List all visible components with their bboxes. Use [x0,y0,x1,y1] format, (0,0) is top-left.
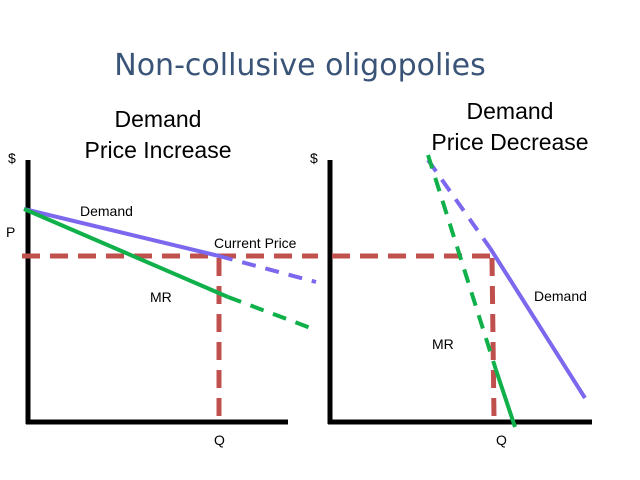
right-quantity-dashed-line [489,257,497,419]
right-heading-line2: Price Decrease [431,129,589,155]
right-x-axis-label: Q [496,432,507,448]
right-heading-line1: Demand [466,98,554,124]
left-demand-line [23,207,220,258]
right-demand-label: Demand [534,288,587,304]
left-x-axis-label: Q [214,432,225,448]
right-mr-dashed-line [426,154,498,371]
left-mr-line [23,207,229,299]
slide-title: Non-collusive oligopolies [114,48,486,83]
left-price-label: P [6,224,16,240]
left-graph [22,160,318,425]
right-demand-dashed-line [426,158,492,250]
left-heading-line1: Demand [114,106,202,132]
left-mr-label: MR [150,289,172,305]
left-demand-dashed-extension [218,254,317,284]
left-demand-label: Demand [80,203,133,219]
right-demand-line [488,246,587,400]
right-mr-label: MR [432,336,454,352]
right-mr-line [494,369,517,428]
left-current-price-label: Current Price [214,235,297,251]
right-y-axis-label: $ [310,150,318,166]
right-heading: Demand Price Decrease [420,96,600,158]
left-heading: Demand Price Increase [58,104,258,166]
left-heading-line2: Price Increase [84,137,232,163]
left-y-axis-label: $ [8,150,16,166]
left-mr-dashed-extension [227,295,317,332]
right-graph [327,154,592,428]
